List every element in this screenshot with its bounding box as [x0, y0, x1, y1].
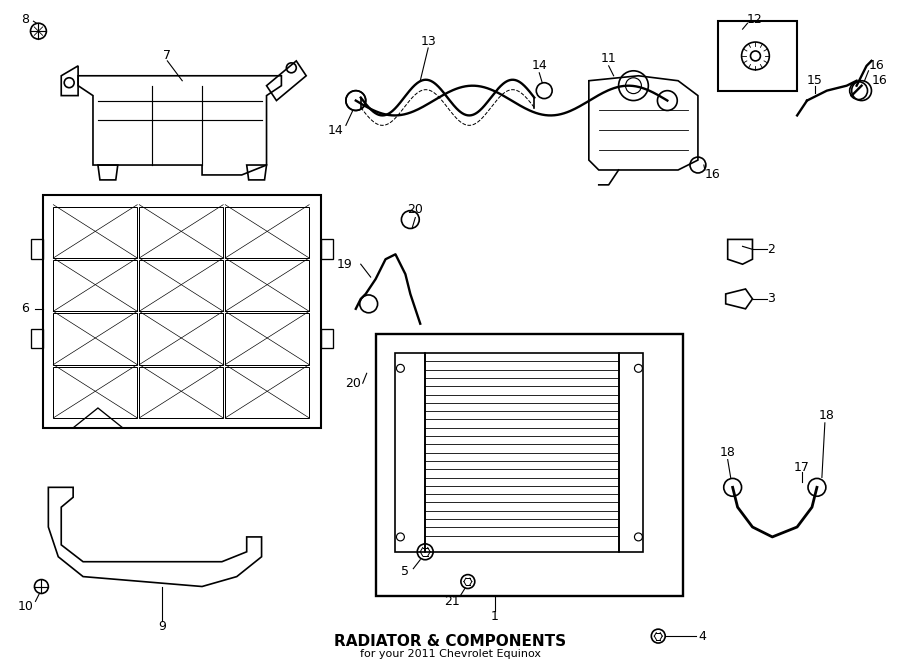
Text: 1: 1 — [491, 609, 499, 623]
Bar — [140, 207, 223, 258]
Text: 2: 2 — [768, 243, 775, 256]
Bar — [225, 367, 310, 418]
Bar — [53, 207, 138, 258]
Text: 19: 19 — [338, 258, 353, 271]
Text: 7: 7 — [164, 50, 171, 62]
Text: 5: 5 — [401, 565, 410, 578]
Bar — [53, 367, 138, 418]
Text: 14: 14 — [328, 124, 344, 137]
Text: RADIATOR & COMPONENTS: RADIATOR & COMPONENTS — [334, 633, 566, 648]
Bar — [321, 239, 333, 259]
Text: for your 2011 Chevrolet Equinox: for your 2011 Chevrolet Equinox — [359, 649, 541, 659]
Bar — [321, 329, 333, 348]
Text: 9: 9 — [158, 619, 166, 633]
Text: 10: 10 — [18, 600, 33, 613]
Text: 16: 16 — [871, 74, 887, 87]
Text: 16: 16 — [705, 169, 721, 181]
Bar — [140, 367, 223, 418]
Text: 18: 18 — [819, 409, 835, 422]
Bar — [425, 354, 618, 552]
Bar — [53, 313, 138, 365]
Text: 16: 16 — [868, 59, 885, 72]
Text: 14: 14 — [531, 59, 547, 72]
Bar — [140, 260, 223, 311]
Bar — [140, 313, 223, 365]
Bar — [43, 195, 321, 428]
Text: 18: 18 — [720, 446, 735, 459]
Text: 20: 20 — [345, 377, 361, 390]
Bar — [32, 239, 43, 259]
Bar — [225, 260, 310, 311]
Text: 6: 6 — [22, 302, 30, 315]
Bar — [718, 21, 797, 91]
Text: 13: 13 — [420, 34, 436, 48]
Text: 21: 21 — [444, 595, 460, 608]
Text: 17: 17 — [794, 461, 810, 474]
Bar — [225, 207, 310, 258]
Text: 20: 20 — [408, 203, 423, 216]
Text: 12: 12 — [747, 13, 762, 26]
Text: 11: 11 — [601, 52, 617, 65]
Bar — [395, 354, 425, 552]
Bar — [32, 329, 43, 348]
Bar — [53, 260, 138, 311]
Text: 4: 4 — [698, 629, 706, 642]
Bar — [375, 334, 683, 596]
Bar — [225, 313, 310, 365]
Bar — [618, 354, 644, 552]
Text: 15: 15 — [807, 74, 823, 87]
Text: 3: 3 — [768, 292, 775, 305]
Text: 8: 8 — [22, 13, 30, 26]
